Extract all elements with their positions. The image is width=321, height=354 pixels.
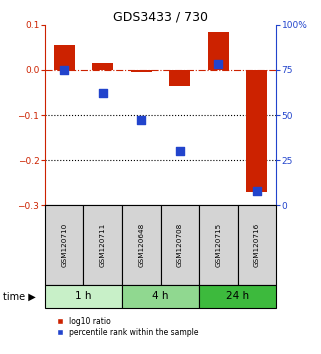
Bar bbox=[160, 205, 199, 285]
Bar bbox=[83, 205, 122, 285]
Bar bbox=[131, 70, 152, 72]
Legend: log10 ratio, percentile rank within the sample: log10 ratio, percentile rank within the … bbox=[57, 317, 198, 337]
Point bbox=[100, 91, 105, 96]
Bar bbox=[54, 45, 75, 70]
Bar bbox=[169, 70, 190, 86]
Point bbox=[216, 62, 221, 67]
Bar bbox=[122, 205, 160, 285]
Bar bbox=[199, 285, 276, 308]
Text: time ▶: time ▶ bbox=[3, 291, 36, 302]
Text: GSM120716: GSM120716 bbox=[254, 223, 260, 267]
Bar bbox=[45, 285, 122, 308]
Point bbox=[254, 188, 259, 194]
Text: GSM120708: GSM120708 bbox=[177, 223, 183, 267]
Text: GSM120711: GSM120711 bbox=[100, 223, 106, 267]
Text: 1 h: 1 h bbox=[75, 291, 92, 302]
Bar bbox=[92, 63, 113, 70]
Bar bbox=[238, 205, 276, 285]
Bar bbox=[208, 32, 229, 70]
Text: GSM120715: GSM120715 bbox=[215, 223, 221, 267]
Point bbox=[177, 148, 182, 154]
Text: 4 h: 4 h bbox=[152, 291, 169, 302]
Point bbox=[62, 67, 67, 73]
Bar bbox=[122, 285, 199, 308]
Text: GSM120710: GSM120710 bbox=[61, 223, 67, 267]
Title: GDS3433 / 730: GDS3433 / 730 bbox=[113, 11, 208, 24]
Bar bbox=[246, 70, 267, 192]
Point bbox=[139, 118, 144, 123]
Bar bbox=[45, 205, 83, 285]
Text: GSM120648: GSM120648 bbox=[138, 223, 144, 267]
Text: 24 h: 24 h bbox=[226, 291, 249, 302]
Bar bbox=[199, 205, 238, 285]
